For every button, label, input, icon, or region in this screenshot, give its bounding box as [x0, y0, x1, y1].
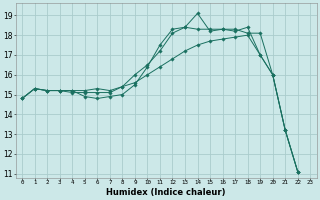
X-axis label: Humidex (Indice chaleur): Humidex (Indice chaleur) [107, 188, 226, 197]
